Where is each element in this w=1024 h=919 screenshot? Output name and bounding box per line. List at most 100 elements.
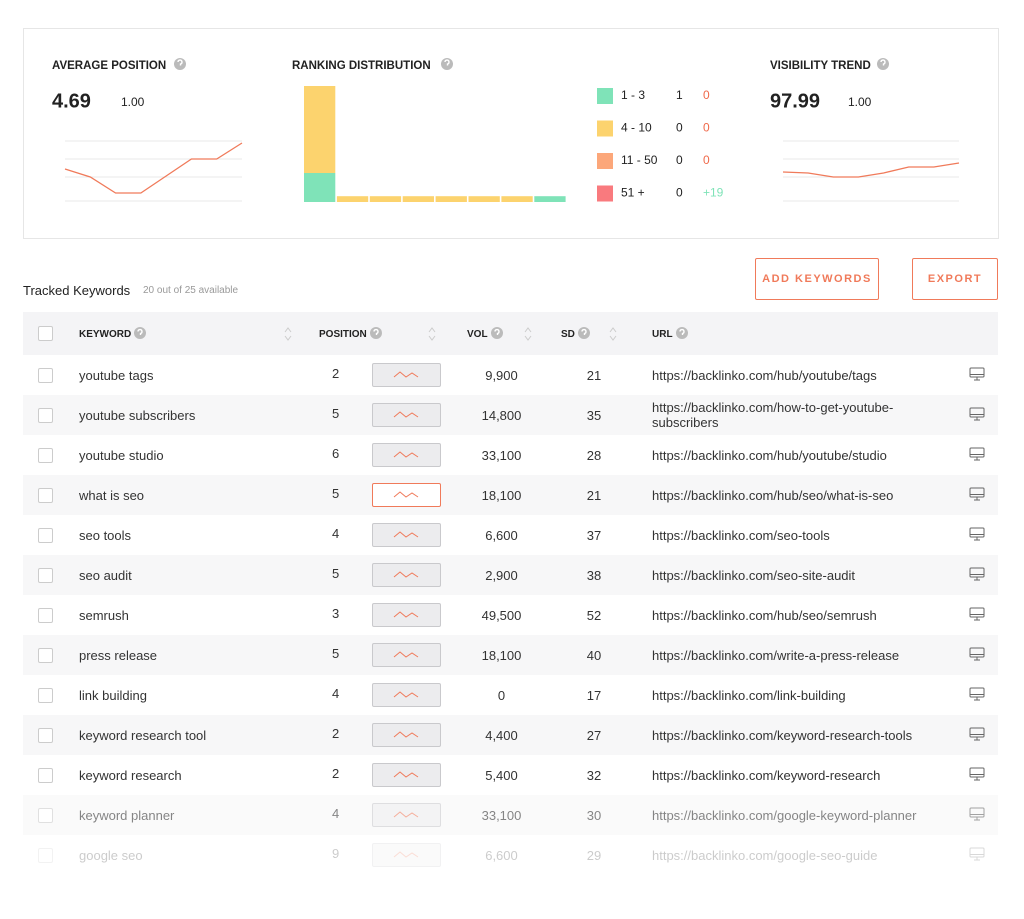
device-icon[interactable]	[969, 527, 985, 541]
device-icon[interactable]	[969, 447, 985, 461]
row-checkbox[interactable]	[38, 447, 53, 463]
device-icon[interactable]	[969, 647, 985, 661]
trend-button[interactable]	[372, 363, 441, 387]
trend-button[interactable]	[372, 763, 441, 787]
col-sd[interactable]: SD	[548, 312, 640, 355]
trend-button[interactable]	[372, 803, 441, 827]
help-icon[interactable]	[369, 327, 382, 339]
device-icon[interactable]	[969, 567, 985, 581]
row-checkbox[interactable]	[38, 527, 53, 543]
device-icon[interactable]	[969, 807, 985, 821]
trend-button[interactable]	[372, 443, 441, 467]
trend-line	[64, 142, 243, 194]
position: 4	[332, 806, 340, 822]
sort-icon[interactable]	[427, 326, 437, 342]
position: 2	[332, 726, 340, 742]
help-icon[interactable]	[675, 327, 688, 339]
help-icon[interactable]	[490, 327, 503, 339]
keyword-row: youtube tags 2 9,900 21 https://backlink…	[23, 355, 998, 395]
help-icon[interactable]	[577, 327, 590, 339]
col-url[interactable]: URL	[640, 312, 955, 355]
col-position[interactable]: POSITION	[305, 312, 455, 355]
row-checkbox[interactable]	[38, 487, 53, 503]
trend-button[interactable]	[372, 563, 441, 587]
device-icon[interactable]	[969, 727, 985, 741]
bar-segment	[435, 196, 467, 202]
col-label: VOL	[467, 329, 488, 340]
col-label: POSITION	[319, 329, 367, 340]
col-vol[interactable]: VOL	[455, 312, 548, 355]
device-icon[interactable]	[969, 847, 985, 861]
volume: 18,100	[455, 635, 548, 675]
keyword: keyword research tool	[65, 715, 305, 755]
keyword-row: keyword research 2 5,400 32 https://back…	[23, 755, 998, 795]
device-icon[interactable]	[969, 767, 985, 781]
row-checkbox[interactable]	[38, 367, 53, 383]
trend-button[interactable]	[372, 403, 441, 427]
row-checkbox[interactable]	[38, 727, 53, 743]
row-checkbox[interactable]	[38, 687, 53, 703]
device-icon[interactable]	[969, 367, 985, 381]
row-checkbox[interactable]	[38, 567, 53, 583]
vis-value: 97.99	[770, 90, 820, 112]
volume: 9,900	[485, 367, 518, 383]
vis-title: VISIBILITY TREND	[770, 60, 871, 72]
add-keywords-button[interactable]: ADD KEYWORDS	[755, 258, 879, 300]
keyword: youtube studio	[79, 447, 164, 463]
trend-button[interactable]	[372, 523, 441, 547]
volume: 33,100	[455, 795, 548, 835]
col-label: KEYWORD	[79, 329, 132, 340]
row-checkbox[interactable]	[38, 407, 53, 423]
device-icon[interactable]	[969, 487, 985, 501]
bar-segment	[304, 173, 336, 202]
trend-button[interactable]	[372, 603, 441, 627]
row-checkbox[interactable]	[38, 647, 53, 663]
device-icon[interactable]	[969, 687, 985, 701]
col-label: SD	[561, 329, 575, 340]
select-all[interactable]	[38, 326, 53, 341]
bar-segment	[336, 196, 369, 202]
url: https://backlinko.com/hub/youtube/studio	[652, 447, 887, 463]
spark-grid	[65, 140, 959, 202]
vis-change: 1.00	[848, 95, 872, 109]
legend-count: 0	[676, 186, 683, 200]
keyword: youtube subscribers	[65, 395, 305, 435]
keyword-row: seo tools 4 6,600 37 https://backlinko.c…	[23, 515, 998, 555]
trend-button[interactable]	[372, 483, 441, 507]
legend-change: 0	[703, 153, 710, 167]
sd: 29	[586, 847, 602, 863]
legend-swatch	[597, 120, 613, 137]
position: 5	[332, 486, 340, 502]
trend-line	[782, 162, 960, 178]
trend-button[interactable]	[372, 683, 441, 707]
legend-change: +19	[703, 186, 724, 200]
row-checkbox[interactable]	[38, 607, 53, 623]
device-icon[interactable]	[969, 607, 985, 621]
header-row: KEYWORD POSITION VOL SD URL	[23, 312, 998, 355]
device-icon[interactable]	[969, 407, 985, 421]
volume: 33,100	[481, 447, 522, 463]
trend-button[interactable]	[372, 723, 441, 747]
keywords-table: KEYWORD POSITION VOL SD URL youtube tags…	[23, 312, 998, 875]
col-keyword[interactable]: KEYWORD	[65, 312, 305, 355]
bar-segment	[369, 196, 402, 202]
trend-button[interactable]	[372, 643, 441, 667]
sort-icon[interactable]	[608, 326, 618, 342]
export-button[interactable]: EXPORT	[912, 258, 998, 300]
row-checkbox[interactable]	[38, 807, 53, 823]
help-glyph	[177, 59, 183, 66]
trend-button[interactable]	[372, 843, 441, 867]
bar-segment	[501, 196, 533, 202]
keyword-row: youtube subscribers 5 14,800 35 https://…	[23, 395, 998, 435]
legend-count: 1	[676, 88, 683, 102]
volume: 4,400	[455, 715, 548, 755]
help-icon[interactable]	[134, 327, 147, 339]
volume: 6,600	[485, 527, 518, 543]
row-checkbox[interactable]	[38, 847, 53, 863]
sort-icon[interactable]	[283, 326, 293, 342]
sort-icon[interactable]	[523, 326, 533, 342]
legend-label: 4 - 10	[621, 121, 652, 135]
row-checkbox[interactable]	[38, 767, 53, 783]
url: https://backlinko.com/how-to-get-youtube…	[640, 395, 955, 435]
sd: 52	[586, 607, 602, 623]
